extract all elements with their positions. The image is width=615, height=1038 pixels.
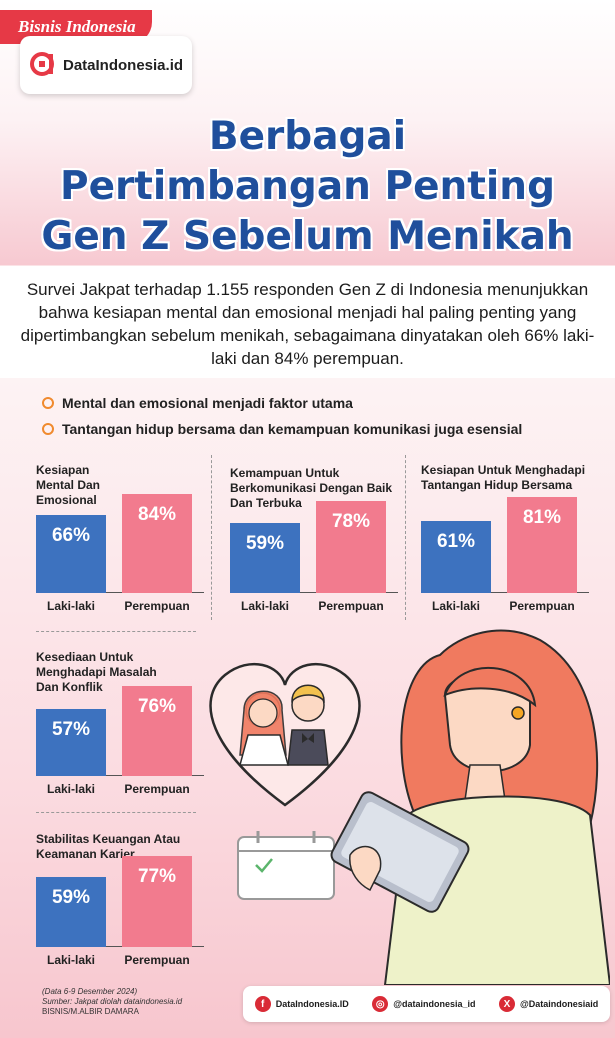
facebook-link[interactable]: f DataIndonesia.ID — [254, 996, 349, 1012]
bar-laki-laki: 59% — [36, 877, 106, 947]
illustration — [209, 629, 610, 985]
chart-title: Kesiapan Untuk Menghadapi Tantangan Hidu… — [421, 463, 586, 492]
category-label: Perempuan — [124, 599, 190, 613]
calendar-icon — [237, 831, 335, 900]
bar-value-label: 57% — [51, 719, 91, 740]
category-label: Laki-laki — [240, 599, 290, 613]
bar-perempuan: 76% — [122, 686, 192, 776]
instagram-handle: @dataindonesia_id — [393, 999, 476, 1009]
chart-title: Stabilitas Keuangan Atau Keamanan Karier — [36, 832, 181, 861]
bullet-circle-icon — [42, 423, 54, 435]
chart-komunikasi: Kemampuan Untuk Berkomunikasi Dengan Bai… — [230, 466, 405, 623]
bar-perempuan: 81% — [507, 497, 577, 593]
facebook-icon: f — [254, 996, 271, 1012]
key-point-text: Tantangan hidup bersama dan kemampuan ko… — [62, 421, 523, 437]
source-line: Sumber: Jakpat diolah dataindonesia.id — [42, 997, 183, 1006]
instagram-link[interactable]: ◎ @dataindonesia_id — [372, 996, 475, 1012]
chart-tantangan-hidup: Kesiapan Untuk Menghadapi Tantangan Hidu… — [421, 463, 601, 623]
chart-title: Kesediaan Untuk Menghadapi Masalah Dan K… — [36, 650, 157, 694]
chart-stabilitas-keuangan: Stabilitas Keuangan Atau Keamanan Karier… — [36, 832, 206, 977]
instagram-icon: ◎ — [372, 996, 389, 1012]
title-line-3: Gen Z Sebelum Menikah — [41, 214, 574, 259]
bar-laki-laki: 66% — [36, 515, 106, 593]
bar-perempuan: 78% — [316, 501, 386, 593]
bar-laki-laki: 57% — [36, 709, 106, 776]
bar-value-label: 61% — [436, 531, 476, 552]
key-points: Mental dan emosional menjadi faktor utam… — [42, 390, 522, 442]
chart-masalah-konflik: Kesediaan Untuk Menghadapi Masalah Dan K… — [36, 650, 206, 806]
x-link[interactable]: X @Dataindonesiaid — [498, 996, 599, 1012]
category-label: Laki-laki — [46, 782, 96, 796]
bar-value-label: 76% — [137, 696, 177, 717]
chart-separator — [405, 455, 406, 620]
source-credit: BISNIS/M.ALBIR DAMARA — [42, 1007, 139, 1016]
bar-laki-laki: 61% — [421, 521, 491, 593]
category-label: Laki-laki — [431, 599, 481, 613]
chart-baseline — [36, 946, 204, 947]
chart-title: Kesiapan Mental Dan Emosional — [36, 463, 101, 507]
category-label: Laki-laki — [46, 599, 96, 613]
x-icon: X — [498, 996, 515, 1012]
category-label: Perempuan — [318, 599, 384, 613]
category-label: Perempuan — [124, 782, 190, 796]
key-point: Mental dan emosional menjadi faktor utam… — [42, 390, 522, 416]
chart-separator — [36, 631, 196, 632]
dataindonesia-logo-text: DataIndonesia.id — [63, 56, 184, 74]
chart-title: Kemampuan Untuk Berkomunikasi Dengan Bai… — [230, 466, 393, 510]
intro-background — [0, 266, 615, 378]
category-label: Perempuan — [124, 953, 190, 967]
woman-with-tablet-icon — [330, 629, 610, 985]
title-line-1: Berbagai — [208, 114, 407, 159]
title-line-2: Pertimbangan Penting — [60, 164, 555, 209]
chart-mental-emosional: Kesiapan Mental Dan Emosional 66% Laki-lak… — [36, 463, 206, 623]
bar-perempuan: 84% — [122, 494, 192, 593]
chart-baseline — [36, 592, 204, 593]
facebook-handle: DataIndonesia.ID — [275, 999, 349, 1009]
bar-value-label: 77% — [137, 866, 177, 887]
key-point-text: Mental dan emosional menjadi faktor utam… — [62, 395, 353, 411]
x-handle: @Dataindonesiaid — [519, 999, 599, 1009]
bar-value-label: 81% — [522, 507, 562, 528]
source-date: (Data 6-9 Desember 2024) — [42, 987, 138, 996]
bar-perempuan: 77% — [122, 856, 192, 947]
bar-value-label: 59% — [245, 533, 285, 554]
dataindonesia-logo-icon — [30, 52, 54, 76]
intro-text: Survei Jakpat terhadap 1.155 responden G… — [20, 280, 595, 368]
category-label: Laki-laki — [46, 953, 96, 967]
category-label: Perempuan — [509, 599, 575, 613]
social-bar: f DataIndonesia.ID ◎ @dataindonesia_id X… — [243, 986, 610, 1022]
heart-couple-icon — [209, 662, 361, 807]
bullet-circle-icon — [42, 397, 54, 409]
bar-value-label: 59% — [51, 887, 91, 908]
chart-baseline — [230, 592, 398, 593]
bar-value-label: 84% — [137, 504, 177, 525]
chart-separator — [211, 455, 212, 620]
bar-value-label: 78% — [331, 511, 371, 532]
chart-baseline — [421, 592, 589, 593]
key-point: Tantangan hidup bersama dan kemampuan ko… — [42, 416, 522, 442]
chart-separator — [36, 812, 196, 813]
bar-laki-laki: 59% — [230, 523, 300, 593]
chart-baseline — [36, 775, 204, 776]
page-title: Berbagai Pertimbangan Penting Gen Z Sebe… — [0, 112, 615, 262]
dataindonesia-logo-card: DataIndonesia.id — [20, 36, 192, 94]
bar-value-label: 66% — [51, 525, 91, 546]
source-notes: (Data 6-9 Desember 2024) Sumber: Jakpat … — [42, 987, 182, 1017]
